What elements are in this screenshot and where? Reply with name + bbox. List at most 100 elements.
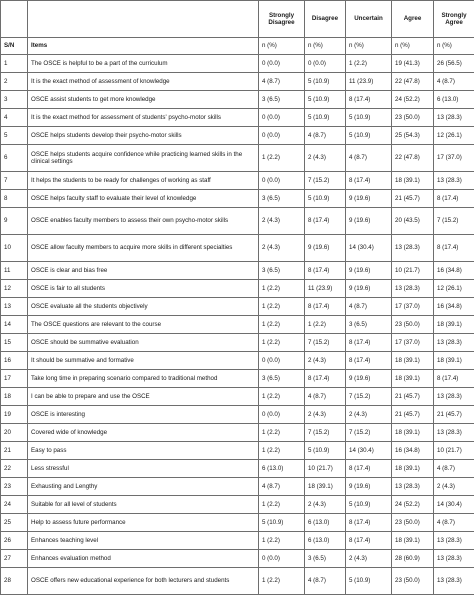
header-items-spacer	[27, 0, 259, 38]
row-uncertain-cell: 8 (17.4)	[345, 531, 392, 550]
row-disagree-cell: 5 (10.9)	[304, 90, 346, 109]
row-sn-cell: 22	[0, 459, 28, 478]
row-disagree-cell: 5 (10.9)	[304, 441, 346, 460]
row-item-cell: OSCE helps students acquire confidence w…	[27, 144, 259, 172]
row-uncertain-cell: 2 (4.3)	[345, 549, 392, 568]
row-strongly-disagree-cell: 0 (0.0)	[258, 351, 305, 370]
row-strongly-agree-cell: 13 (28.3)	[433, 549, 474, 568]
row-item-cell: It is the exact method of assessment of …	[27, 72, 259, 91]
row-sn-cell: 5	[0, 126, 28, 145]
row-sn-cell: 10	[0, 234, 28, 262]
row-item-cell: Less stressful	[27, 459, 259, 478]
table-row: 26 Enhances teaching level 1 (2.2) 6 (13.0)…	[0, 531, 474, 550]
row-sn-cell: 21	[0, 441, 28, 460]
row-strongly-disagree-cell: 0 (0.0)	[258, 108, 305, 127]
row-strongly-disagree-cell: 1 (2.2)	[258, 315, 305, 334]
row-strongly-agree-cell: 13 (28.3)	[433, 387, 474, 406]
row-agree-cell: 22 (47.8)	[391, 72, 434, 91]
row-sn-cell: 6	[0, 144, 28, 172]
col-header-agree: Agree	[391, 0, 434, 38]
row-uncertain-cell: 9 (19.6)	[345, 189, 392, 208]
row-sn-cell: 3	[0, 90, 28, 109]
row-uncertain-cell: 8 (17.4)	[345, 333, 392, 352]
row-strongly-agree-cell: 14 (30.4)	[433, 495, 474, 514]
row-disagree-cell: 1 (2.2)	[304, 315, 346, 334]
row-disagree-cell: 4 (8.7)	[304, 126, 346, 145]
row-uncertain-cell: 8 (17.4)	[345, 90, 392, 109]
row-sn-cell: 11	[0, 261, 28, 280]
row-strongly-agree-cell: 13 (28.3)	[433, 567, 474, 595]
table-row: 11 OSCE is clear and bias free 3 (6.5) 8 (1…	[0, 261, 474, 280]
row-agree-cell: 23 (50.0)	[391, 513, 434, 532]
row-disagree-cell: 2 (4.3)	[304, 405, 346, 424]
row-strongly-agree-cell: 26 (56.5)	[433, 54, 474, 73]
row-strongly-disagree-cell: 1 (2.2)	[258, 387, 305, 406]
table-row: 15 OSCE should be summative evaluation 1 (…	[0, 333, 474, 352]
row-sn-cell: 1	[0, 54, 28, 73]
row-strongly-agree-cell: 18 (39.1)	[433, 315, 474, 334]
row-disagree-cell: 7 (15.2)	[304, 333, 346, 352]
table-row: 23 Exhausting and Lengthy 4 (8.7) 18 (39.1)…	[0, 477, 474, 496]
row-uncertain-cell: 11 (23.9)	[345, 72, 392, 91]
row-item-cell: The OSCE questions are relevant to the c…	[27, 315, 259, 334]
row-item-cell: I can be able to prepare and use the OSC…	[27, 387, 259, 406]
header-sn-spacer	[0, 0, 28, 38]
table-row: 10 OSCE allow faculty members to acquire …	[0, 234, 474, 262]
table-row: 16 It should be summative and formative 0 …	[0, 351, 474, 370]
row-uncertain-cell: 7 (15.2)	[345, 423, 392, 442]
row-agree-cell: 21 (45.7)	[391, 405, 434, 424]
row-disagree-cell: 2 (4.3)	[304, 495, 346, 514]
table-row: 13 OSCE evaluate all the students objecti…	[0, 297, 474, 316]
row-strongly-agree-cell: 21 (45.7)	[433, 405, 474, 424]
row-sn-cell: 8	[0, 189, 28, 208]
row-agree-cell: 17 (37.0)	[391, 333, 434, 352]
row-disagree-cell: 8 (17.4)	[304, 261, 346, 280]
row-item-cell: Covered wide of knowledge	[27, 423, 259, 442]
row-strongly-agree-cell: 4 (8.7)	[433, 459, 474, 478]
row-uncertain-cell: 5 (10.9)	[345, 567, 392, 595]
table-row: 8 OSCE helps faculty staff to evaluate th…	[0, 189, 474, 208]
row-sn-cell: 27	[0, 549, 28, 568]
row-uncertain-cell: 8 (17.4)	[345, 351, 392, 370]
table-row: 17 Take long time in preparing scenario c…	[0, 369, 474, 388]
row-uncertain-cell: 9 (19.6)	[345, 369, 392, 388]
row-sn-cell: 20	[0, 423, 28, 442]
row-strongly-disagree-cell: 1 (2.2)	[258, 297, 305, 316]
row-strongly-agree-cell: 8 (17.4)	[433, 234, 474, 262]
row-agree-cell: 13 (28.3)	[391, 234, 434, 262]
row-agree-cell: 22 (47.8)	[391, 144, 434, 172]
row-agree-cell: 25 (54.3)	[391, 126, 434, 145]
row-uncertain-cell: 5 (10.9)	[345, 108, 392, 127]
table-row: 6 OSCE helps students acquire confidence …	[0, 144, 474, 172]
row-strongly-disagree-cell: 3 (6.5)	[258, 369, 305, 388]
row-agree-cell: 10 (21.7)	[391, 261, 434, 280]
row-item-cell: Suitable for all level of students	[27, 495, 259, 514]
row-strongly-agree-cell: 13 (28.3)	[433, 171, 474, 190]
table-row: 25 Help to assess future performance 5 (10…	[0, 513, 474, 532]
row-disagree-cell: 7 (15.2)	[304, 171, 346, 190]
row-agree-cell: 18 (39.1)	[391, 423, 434, 442]
row-item-cell: OSCE helps faculty staff to evaluate the…	[27, 189, 259, 208]
row-item-cell: OSCE enables faculty members to assess t…	[27, 207, 259, 235]
row-agree-cell: 13 (28.3)	[391, 279, 434, 298]
row-strongly-agree-cell: 18 (39.1)	[433, 351, 474, 370]
row-item-cell: Easy to pass	[27, 441, 259, 460]
row-strongly-agree-cell: 16 (34.8)	[433, 297, 474, 316]
row-agree-cell: 28 (60.9)	[391, 549, 434, 568]
row-agree-cell: 16 (34.8)	[391, 441, 434, 460]
row-sn-cell: 14	[0, 315, 28, 334]
col-header-items: Items	[27, 37, 259, 55]
row-item-cell: Exhausting and Lengthy	[27, 477, 259, 496]
row-item-cell: OSCE evaluate all the students objective…	[27, 297, 259, 316]
col-subheader-count: n (%)	[345, 37, 392, 55]
row-strongly-disagree-cell: 1 (2.2)	[258, 144, 305, 172]
row-strongly-agree-cell: 2 (4.3)	[433, 477, 474, 496]
row-sn-cell: 23	[0, 477, 28, 496]
header-row: Strongly Disagree Disagree Uncertain Agr…	[0, 0, 474, 38]
row-strongly-disagree-cell: 1 (2.2)	[258, 441, 305, 460]
table-row: 1 The OSCE is helpful to be a part of the…	[0, 54, 474, 73]
row-sn-cell: 19	[0, 405, 28, 424]
row-agree-cell: 23 (50.0)	[391, 108, 434, 127]
row-sn-cell: 24	[0, 495, 28, 514]
